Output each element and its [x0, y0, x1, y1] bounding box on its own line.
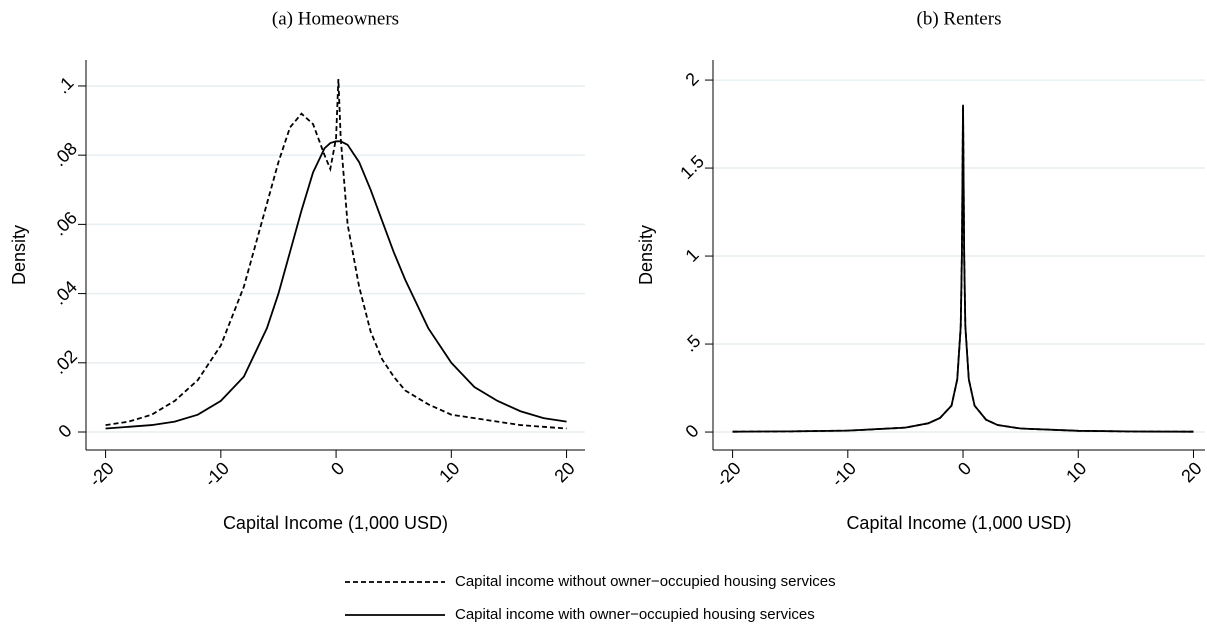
y-tick-label: .08 — [49, 138, 81, 170]
x-axis-label: Capital Income (1,000 USD) — [223, 513, 448, 533]
x-tick-label: -20 — [85, 458, 118, 491]
y-tick-label: 0 — [682, 421, 703, 442]
x-tick-label: 0 — [327, 458, 348, 479]
x-tick-label: 20 — [550, 458, 578, 486]
x-tick-label: -10 — [827, 458, 860, 491]
x-tick-label: -20 — [712, 458, 745, 491]
x-tick-label: 10 — [1062, 458, 1090, 486]
x-tick-label: 10 — [435, 458, 463, 486]
x-tick-label: 20 — [1177, 458, 1205, 486]
y-tick-label: 1 — [682, 245, 703, 266]
x-tick-label: 0 — [954, 458, 975, 479]
y-tick-label: 0 — [55, 421, 76, 442]
y-tick-label: .04 — [49, 277, 81, 309]
density-line — [105, 140, 567, 430]
y-tick-label: .06 — [49, 208, 81, 240]
y-axis-label: Density — [636, 225, 656, 285]
panel-title: (a) Homeowners — [272, 8, 399, 29]
panel-title: (b) Renters — [917, 8, 1002, 29]
y-tick-label: .5 — [680, 331, 705, 356]
legend-label: Capital income with owner−occupied housi… — [455, 606, 815, 623]
y-axis-label: Density — [9, 225, 29, 285]
y-tick-label: .1 — [53, 73, 78, 98]
density-line — [732, 104, 1194, 433]
y-tick-label: 1.5 — [676, 151, 708, 183]
density-line — [105, 78, 567, 430]
x-axis-label: Capital Income (1,000 USD) — [846, 513, 1071, 533]
x-tick-label: -10 — [200, 458, 233, 491]
y-tick-label: 2 — [682, 69, 703, 90]
y-tick-label: .02 — [49, 346, 81, 378]
legend-label: Capital income without owner−occupied ho… — [455, 573, 836, 590]
